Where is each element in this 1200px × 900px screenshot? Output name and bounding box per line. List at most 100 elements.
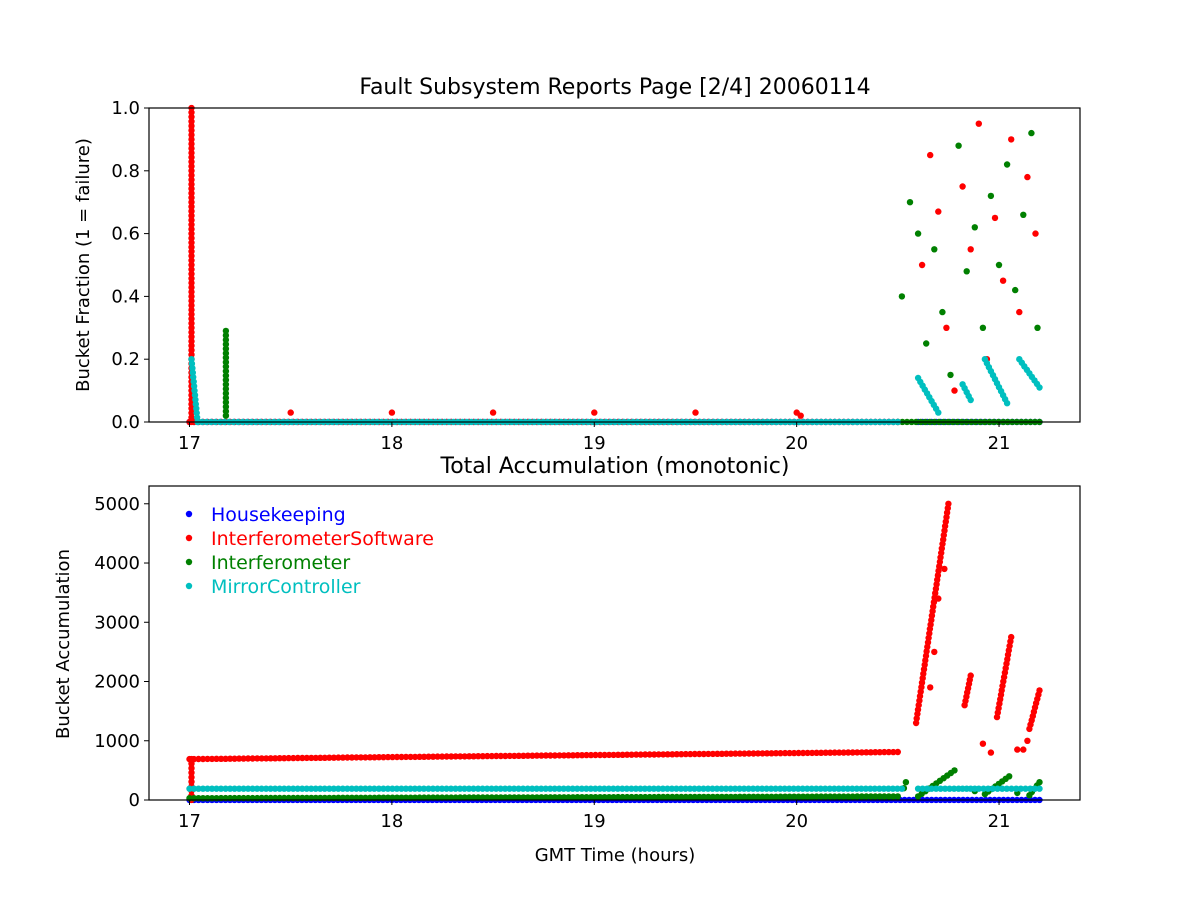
data-point xyxy=(188,405,195,412)
data-point xyxy=(326,785,333,792)
data-point xyxy=(759,793,766,800)
data-point xyxy=(732,793,739,801)
data-point xyxy=(551,752,559,759)
data-point xyxy=(479,794,486,801)
data-point xyxy=(222,359,230,366)
data-point xyxy=(709,785,716,792)
data-point xyxy=(799,785,806,792)
legend-label: Housekeeping xyxy=(211,504,346,526)
data-point xyxy=(578,752,586,759)
data-point xyxy=(871,785,878,792)
data-point xyxy=(740,785,748,792)
data-point xyxy=(222,350,230,357)
data-point xyxy=(188,243,195,251)
data-point xyxy=(389,753,396,761)
data-point xyxy=(222,394,230,402)
data-point xyxy=(213,785,220,792)
data-point xyxy=(186,785,193,792)
data-point xyxy=(999,277,1007,284)
data-point xyxy=(249,755,256,762)
y-tick-label: 3000 xyxy=(94,612,140,633)
data-point xyxy=(817,785,824,792)
data-point xyxy=(592,751,599,759)
y-tick-label: 4000 xyxy=(94,553,140,574)
data-point xyxy=(831,793,838,800)
data-point xyxy=(994,785,1001,792)
data-point xyxy=(686,785,694,792)
data-point xyxy=(411,785,419,792)
series-interferometersoftware xyxy=(186,500,1043,804)
data-point xyxy=(808,749,816,757)
data-point xyxy=(763,750,771,757)
data-point xyxy=(772,785,779,792)
data-point xyxy=(560,752,568,759)
data-point xyxy=(429,785,437,792)
data-point xyxy=(655,793,662,801)
data-point xyxy=(244,785,252,792)
data-point xyxy=(393,753,401,761)
data-point xyxy=(208,755,216,763)
data-point xyxy=(736,750,744,757)
data-point xyxy=(188,306,195,314)
data-point xyxy=(610,785,617,792)
data-point xyxy=(722,785,730,792)
data-point xyxy=(858,785,865,792)
data-point xyxy=(709,793,717,801)
data-point xyxy=(1003,161,1011,168)
data-point xyxy=(601,794,608,801)
data-point xyxy=(898,293,906,300)
data-point xyxy=(984,785,992,792)
data-point xyxy=(457,794,464,801)
data-point xyxy=(569,794,577,801)
data-point xyxy=(669,751,676,758)
data-point xyxy=(542,752,550,759)
data-point xyxy=(804,785,811,792)
data-point xyxy=(375,785,383,792)
data-point xyxy=(188,275,195,282)
data-point xyxy=(1036,779,1043,786)
data-point xyxy=(610,794,617,801)
data-point xyxy=(937,785,944,792)
data-point xyxy=(799,749,807,757)
data-point xyxy=(963,268,970,275)
data-point xyxy=(272,755,279,762)
data-point xyxy=(533,752,541,759)
data-point xyxy=(614,751,622,758)
data-point xyxy=(1036,384,1043,391)
data-point xyxy=(222,376,230,384)
data-point xyxy=(465,785,473,792)
data-point xyxy=(353,754,360,761)
y-axis-label: Bucket Fraction (1 = failure) xyxy=(73,138,94,392)
data-point xyxy=(592,794,599,801)
data-point xyxy=(438,753,446,760)
data-point xyxy=(188,351,195,358)
x-tick-label: 18 xyxy=(380,433,403,454)
data-point xyxy=(276,785,283,792)
data-point xyxy=(267,785,274,792)
data-point xyxy=(813,785,820,792)
data-point xyxy=(344,754,351,761)
data-point xyxy=(188,154,195,161)
data-point xyxy=(488,785,495,792)
data-point xyxy=(258,755,265,762)
data-point xyxy=(384,785,392,792)
accumulation-chart: Total Accumulation (monotonic) GMT Time … xyxy=(53,454,1081,866)
data-point xyxy=(876,785,883,792)
data-point xyxy=(188,234,195,242)
data-point xyxy=(902,779,910,786)
data-point xyxy=(642,751,649,758)
data-point xyxy=(836,749,843,756)
data-point xyxy=(484,794,491,801)
data-point xyxy=(190,785,198,792)
data-point xyxy=(188,158,195,165)
data-point xyxy=(1003,400,1011,407)
data-point xyxy=(1027,785,1034,792)
data-point xyxy=(267,755,274,762)
data-point xyxy=(457,753,464,760)
data-point xyxy=(696,750,703,758)
data-point xyxy=(808,793,816,800)
data-point xyxy=(741,750,748,757)
data-point xyxy=(750,750,757,757)
data-point xyxy=(188,293,195,300)
